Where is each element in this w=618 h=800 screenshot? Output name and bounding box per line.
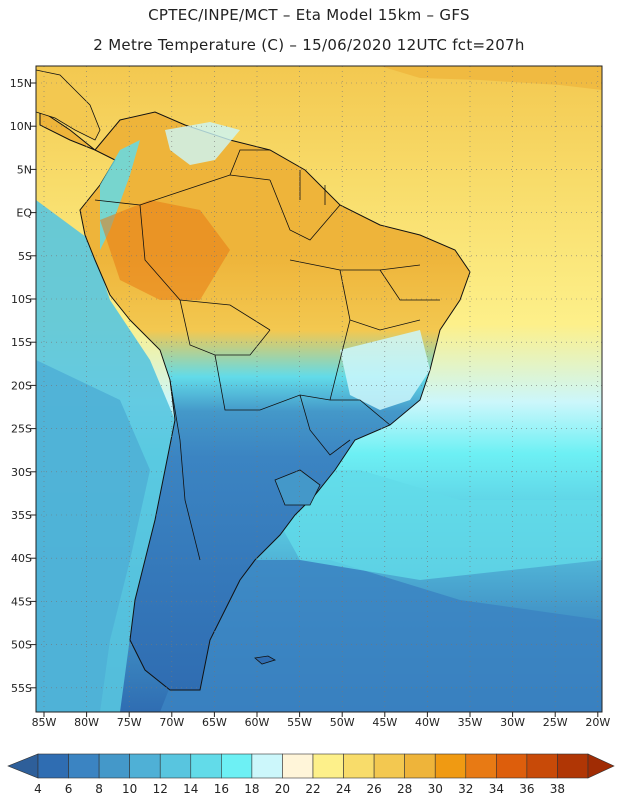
uruguay xyxy=(274,469,321,506)
country-borders xyxy=(94,149,440,561)
lat-label: 45S xyxy=(11,595,32,608)
map-area xyxy=(36,66,602,712)
falkland-islands xyxy=(254,655,277,665)
colorbar-label: 14 xyxy=(183,782,198,796)
atlantic-cool-band xyxy=(250,470,602,580)
colorbar-swatch xyxy=(282,753,314,779)
colorbar-swatch xyxy=(98,753,130,779)
colorbar-swatch xyxy=(465,753,497,779)
colorbar-swatch xyxy=(526,753,558,779)
pacific-colder-band xyxy=(36,360,150,712)
longitude-labels: 85W 80W 75W 70W 65W 60W 55W 50W 45W 40W 35W 30W 25W 2… xyxy=(32,712,610,729)
colorbar-swatch xyxy=(373,753,405,779)
lon-label: 85W xyxy=(32,716,57,729)
lat-label: EQ xyxy=(16,207,32,220)
lon-label: 75W xyxy=(117,716,142,729)
lon-label: 45W xyxy=(372,716,397,729)
lat-label: 15S xyxy=(11,336,32,349)
lon-label: 55W xyxy=(287,716,312,729)
latitude-labels: 15N 10N 5N EQ 5S 10S 15S 20S 25S 30S 35S 40S 45S 50S 5… xyxy=(10,77,36,695)
colorbar-label: 4 xyxy=(34,782,42,796)
colorbar-swatch xyxy=(343,753,375,779)
colorbar-label: 6 xyxy=(65,782,73,796)
colorbar-swatch xyxy=(159,753,192,779)
amazon-hot-zone xyxy=(100,200,230,300)
lat-label: 30S xyxy=(11,466,32,479)
colorbar-label: 12 xyxy=(153,782,168,796)
colorbar-swatch xyxy=(404,753,436,779)
title-line-1: CPTEC/INPE/MCT – Eta Model 15km – GFS xyxy=(148,6,470,24)
lon-label: 25W xyxy=(543,716,568,729)
colorbar-label: 18 xyxy=(244,782,259,796)
colorbar-label: 38 xyxy=(550,782,565,796)
colorbar-high-arrow xyxy=(587,753,615,779)
lat-label: 5N xyxy=(17,163,32,176)
lon-label: 70W xyxy=(159,716,184,729)
colorbar: 4 6 8 10 12 14 16 18 20 22 24 26 28 30 32 34 36 38 xyxy=(7,753,615,796)
highlands-patch xyxy=(165,122,240,165)
lat-label: 5S xyxy=(18,250,32,263)
colorbar-label: 32 xyxy=(458,782,473,796)
colorbar-swatch xyxy=(190,753,222,779)
colorbar-swatch xyxy=(312,753,344,779)
central-america xyxy=(36,69,101,141)
colorbar-swatch xyxy=(496,753,528,779)
lon-label: 40W xyxy=(415,716,440,729)
colorbar-swatch xyxy=(221,753,253,779)
lon-label: 20W xyxy=(585,716,610,729)
colorbar-swatch xyxy=(557,753,589,779)
lon-label: 65W xyxy=(202,716,227,729)
lat-label: 35S xyxy=(11,509,32,522)
colorbar-swatch xyxy=(251,753,283,779)
lat-label: 40S xyxy=(11,552,32,565)
colorbar-label: 26 xyxy=(366,782,381,796)
colorbar-swatch xyxy=(129,753,161,779)
lat-label: 25S xyxy=(11,423,32,436)
lat-label: 15N xyxy=(10,77,32,90)
title-line-2: 2 Metre Temperature (C) – 15/06/2020 12U… xyxy=(93,36,525,54)
lat-label: 10N xyxy=(10,120,32,133)
colorbar-label: 10 xyxy=(122,782,137,796)
lon-label: 30W xyxy=(500,716,525,729)
colorbar-label: 36 xyxy=(519,782,534,796)
lat-label: 20S xyxy=(11,379,32,392)
lon-label: 35W xyxy=(458,716,483,729)
lat-label: 50S xyxy=(11,639,32,652)
colorbar-swatch xyxy=(37,753,69,779)
atlantic-cold-band xyxy=(160,560,602,712)
colorbar-label: 24 xyxy=(336,782,351,796)
lon-label: 50W xyxy=(330,716,355,729)
lon-label: 80W xyxy=(74,716,99,729)
caribbean-warm xyxy=(380,66,602,90)
colorbar-swatch xyxy=(68,753,100,779)
lon-label: 60W xyxy=(245,716,270,729)
colorbar-label: 16 xyxy=(214,782,229,796)
colorbar-swatch xyxy=(434,753,467,779)
colorbar-label: 22 xyxy=(305,782,320,796)
map-frame xyxy=(35,65,603,713)
lat-label: 10S xyxy=(11,293,32,306)
colorbar-low-arrow xyxy=(7,753,39,779)
brazil-plateau-patch xyxy=(340,330,430,410)
colorbar-label: 34 xyxy=(489,782,504,796)
colorbar-label: 28 xyxy=(397,782,412,796)
colorbar-label: 8 xyxy=(95,782,103,796)
lat-label: 55S xyxy=(11,682,32,695)
colorbar-label: 20 xyxy=(275,782,290,796)
colorbar-label: 30 xyxy=(428,782,443,796)
